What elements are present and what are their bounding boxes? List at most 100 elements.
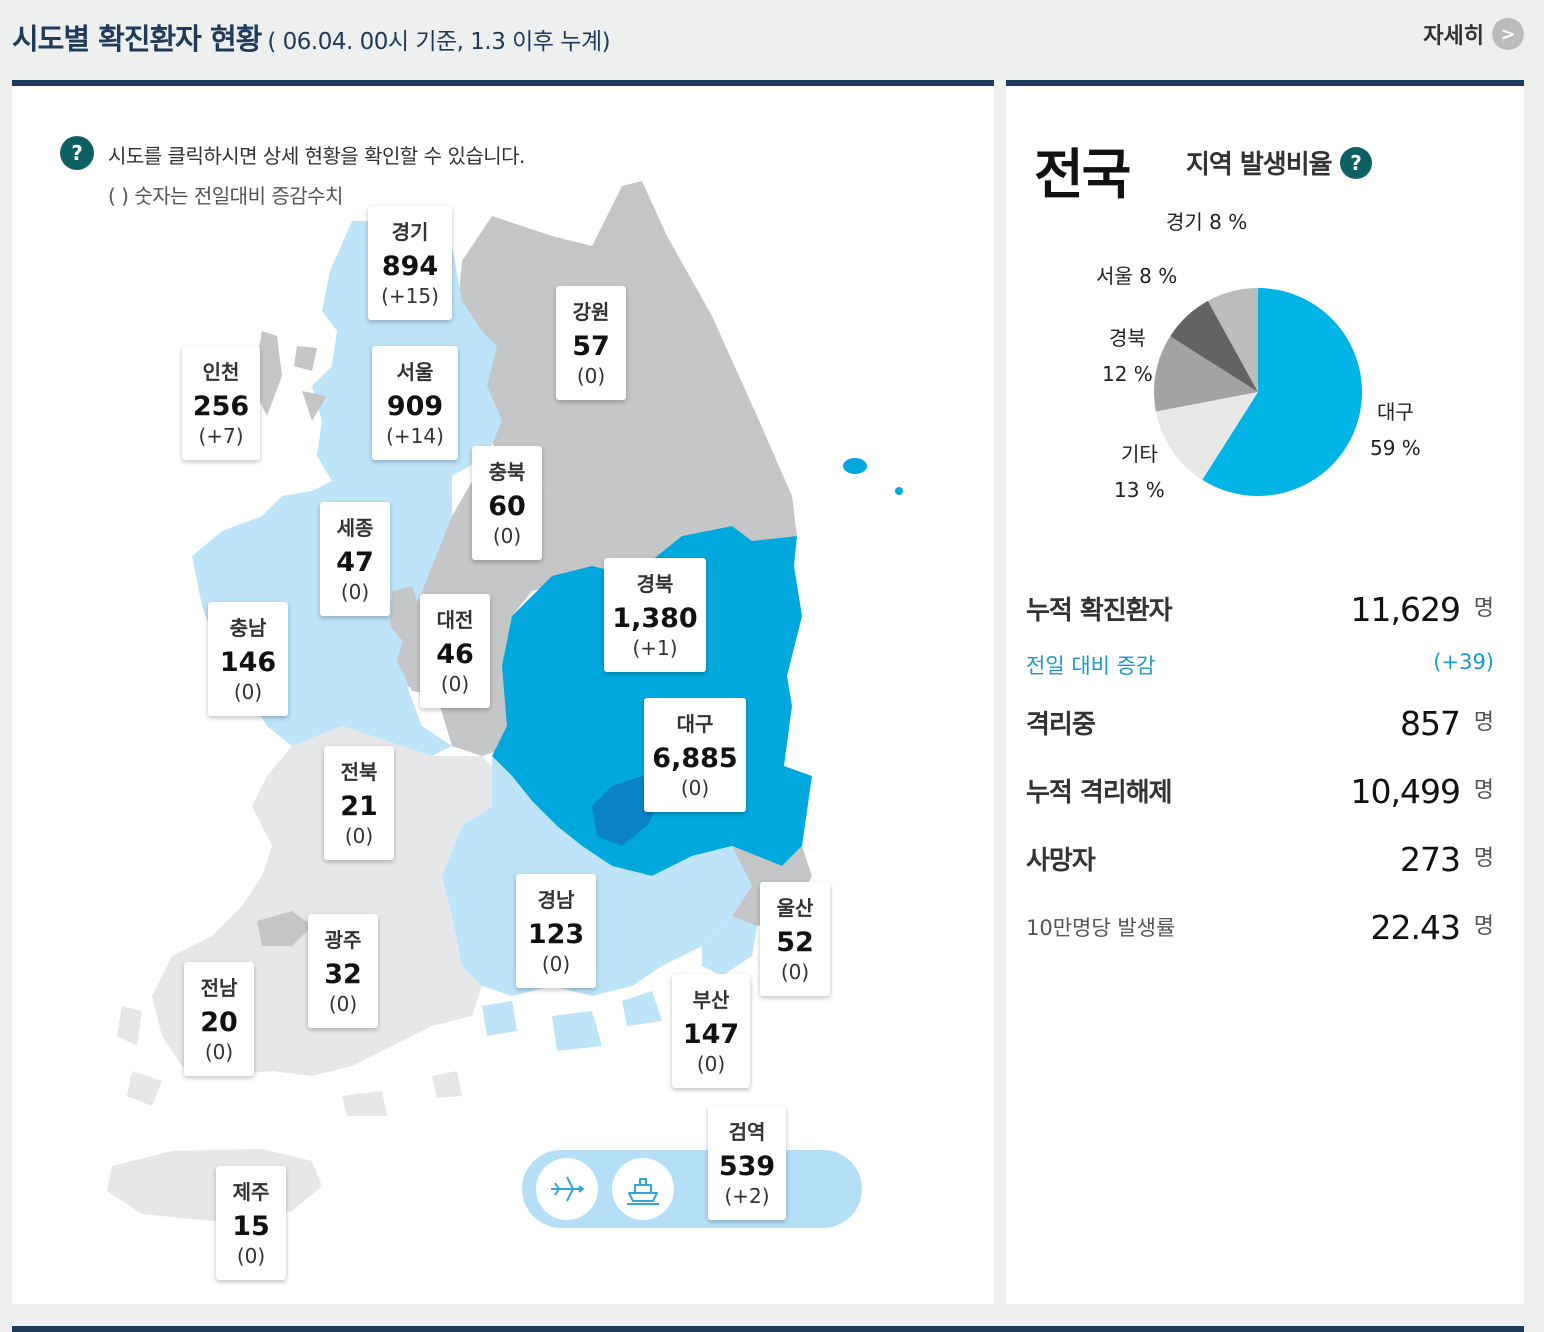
region-card-daegu[interactable]: 대구 6,885 (0) — [644, 698, 746, 812]
region-card-busan[interactable]: 부산 147 (0) — [672, 974, 750, 1088]
region-change: (0) — [780, 960, 810, 984]
region-count: 60 — [488, 491, 526, 522]
ratio-title: 지역 발생비율 ? — [1186, 144, 1372, 181]
pie-slice-경북 — [1154, 336, 1258, 412]
region-name: 대전 — [436, 608, 474, 632]
pie-label-other-pct: 13 % — [1114, 478, 1165, 502]
pie-label-other-name: 기타 — [1121, 442, 1158, 466]
korea-map — [107, 181, 903, 1221]
region-card-jeonnam[interactable]: 전남 20 (0) — [184, 962, 254, 1076]
stat-isolated: 격리중 857 명 — [1026, 700, 1494, 750]
pie-label-seoul: 서울 8 % — [1096, 264, 1178, 288]
region-count: 52 — [776, 927, 814, 958]
region-change: (0) — [541, 952, 571, 976]
map-region-jeju[interactable] — [107, 1149, 322, 1221]
stat-confirmed-value: 11,629 — [1350, 590, 1461, 629]
pie-label-daegu-pct: 59 % — [1370, 436, 1421, 460]
quarantine-transport-pill[interactable] — [522, 1150, 862, 1228]
region-change: (0) — [233, 680, 263, 704]
stat-deaths-label: 사망자 — [1026, 846, 1096, 876]
region-change: (+14) — [386, 424, 444, 448]
bottom-divider — [12, 1326, 1524, 1332]
stat-confirmed: 누적 확진환자 11,629 명 — [1026, 586, 1494, 636]
region-count: 539 — [718, 1151, 776, 1182]
pie-slice-서울 — [1170, 300, 1258, 392]
stat-isolated-value: 857 — [1400, 704, 1461, 743]
airplane-icon — [536, 1158, 598, 1220]
region-card-gyeonggi[interactable]: 경기 894 (+15) — [368, 206, 452, 320]
stat-change-value: (+39) — [1433, 650, 1494, 674]
pie-label-daegu: 대구 59 % — [1370, 394, 1421, 466]
stat-unit: 명 — [1473, 596, 1494, 621]
pie-slice-기타 — [1155, 392, 1258, 480]
region-card-incheon[interactable]: 인천 256 (+7) — [182, 346, 260, 460]
stat-unit: 명 — [1473, 710, 1494, 735]
page-title: 시도별 확진환자 현황( 06.04. 00시 기준, 1.3 이후 누계) — [12, 16, 611, 58]
stat-deaths-value: 273 — [1400, 840, 1461, 879]
stat-confirmed-label: 누적 확진환자 — [1026, 596, 1173, 626]
region-count: 57 — [572, 331, 610, 362]
region-card-gyeongnam[interactable]: 경남 123 (0) — [516, 874, 596, 988]
region-name: 경기 — [391, 220, 429, 244]
pie-label-gyeongbuk-pct: 12 % — [1102, 362, 1153, 386]
region-name: 대구 — [676, 712, 714, 736]
stat-deaths: 사망자 273 명 — [1026, 836, 1494, 886]
map-region-gwangju[interactable] — [257, 911, 312, 946]
help-icon[interactable]: ? — [1339, 146, 1372, 179]
region-name: 서울 — [396, 360, 434, 384]
more-details-button[interactable]: 자세히 > — [1423, 18, 1524, 50]
region-count: 146 — [219, 647, 277, 678]
stat-released-label: 누적 격리해제 — [1026, 778, 1173, 808]
ship-icon — [612, 1158, 674, 1220]
pie-slices — [1154, 288, 1362, 496]
region-name: 검역 — [728, 1120, 766, 1144]
region-name: 충북 — [488, 460, 526, 484]
stat-change-label: 전일 대비 증감 — [1026, 654, 1156, 678]
region-card-jeonbuk[interactable]: 전북 21 (0) — [324, 746, 394, 860]
region-change: (0) — [576, 364, 606, 388]
region-count: 123 — [527, 919, 585, 950]
map-notice: 시도를 클릭하시면 상세 현황을 확인할 수 있습니다. ( ) 숫자는 전일대… — [108, 136, 525, 216]
region-change: (0) — [328, 992, 358, 1016]
region-name: 세종 — [336, 516, 374, 540]
help-icon[interactable]: ? — [60, 136, 94, 170]
region-card-ulsan[interactable]: 울산 52 (0) — [760, 882, 830, 996]
pie-label-daegu-name: 대구 — [1377, 400, 1414, 424]
region-name: 인천 — [202, 360, 240, 384]
region-card-chungnam[interactable]: 충남 146 (0) — [208, 602, 288, 716]
region-count: 47 — [336, 547, 374, 578]
region-name: 전북 — [340, 760, 378, 784]
region-count: 256 — [192, 391, 250, 422]
notice-parentheses-hint: ( ) 숫자는 전일대비 증감수치 — [108, 184, 343, 208]
stat-rate-label: 10만명당 발생률 — [1026, 916, 1176, 940]
stat-unit: 명 — [1473, 846, 1494, 871]
ship-glyph — [627, 1178, 659, 1205]
region-name: 경북 — [636, 572, 674, 596]
region-card-gwangju[interactable]: 광주 32 (0) — [308, 914, 378, 1028]
region-name: 경남 — [537, 888, 575, 912]
region-card-gyeongbuk[interactable]: 경북 1,380 (+1) — [604, 558, 706, 672]
map-region-gangwon[interactable] — [457, 181, 797, 541]
page-header: 시도별 확진환자 현황( 06.04. 00시 기준, 1.3 이후 누계) 자… — [12, 10, 1524, 70]
page-title-text: 시도별 확진환자 현황 — [12, 22, 262, 56]
region-card-jeju[interactable]: 제주 15 (0) — [216, 1166, 286, 1280]
region-count: 46 — [436, 639, 474, 670]
region-count: 6,885 — [652, 743, 738, 774]
region-card-gangwon[interactable]: 강원 57 (0) — [556, 286, 626, 400]
region-card-daejeon[interactable]: 대전 46 (0) — [420, 594, 490, 708]
stat-change: 전일 대비 증감 (+39) — [1026, 650, 1494, 686]
region-count: 147 — [682, 1019, 740, 1050]
stat-isolated-label: 격리중 — [1026, 710, 1096, 740]
region-name: 제주 — [232, 1180, 270, 1204]
stat-rate-value: 22.43 — [1370, 908, 1461, 947]
region-card-seoul[interactable]: 서울 909 (+14) — [372, 346, 458, 460]
region-card-chungbuk[interactable]: 충북 60 (0) — [472, 446, 542, 560]
region-card-sejong[interactable]: 세종 47 (0) — [320, 502, 390, 616]
airplane-glyph — [551, 1176, 584, 1202]
pie-label-gyeongbuk-name: 경북 — [1109, 326, 1146, 350]
pie-slice-경기 — [1207, 288, 1258, 392]
region-name: 충남 — [229, 616, 267, 640]
map-region-busan[interactable] — [702, 916, 757, 976]
region-card-quarantine[interactable]: 검역 539 (+2) — [708, 1106, 786, 1220]
region-change: (0) — [440, 672, 470, 696]
